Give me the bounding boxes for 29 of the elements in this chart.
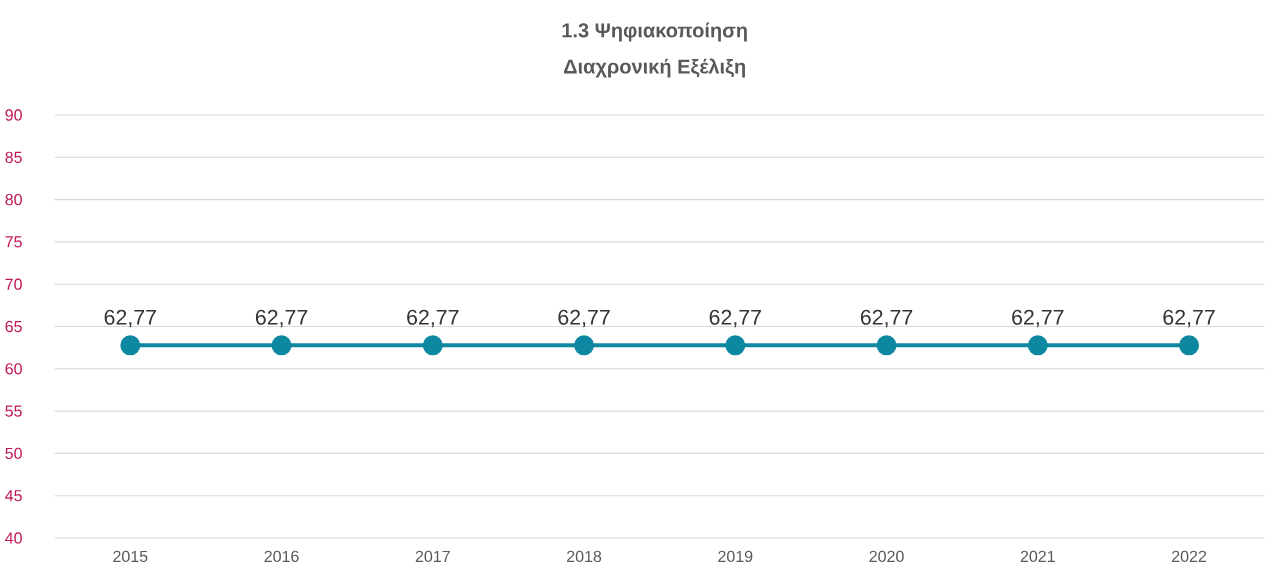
y-tick-label: 55 [5, 405, 22, 417]
y-tick-label: 75 [5, 236, 22, 248]
y-tick-label: 60 [5, 363, 22, 375]
data-label: 62,77 [1163, 309, 1215, 328]
y-tick-label: 45 [5, 490, 22, 502]
data-label: 62,77 [407, 309, 459, 328]
y-tick-label: 85 [5, 151, 22, 163]
y-tick-label: 70 [5, 278, 22, 290]
x-tick-label: 2017 [415, 550, 450, 563]
y-tick-label: 90 [5, 109, 22, 121]
x-tick-label: 2018 [567, 550, 602, 563]
data-label: 62,77 [558, 309, 610, 328]
x-tick-label: 2020 [869, 550, 904, 563]
chart-title: 1.3 Ψηφιακοποίηση [562, 22, 747, 42]
y-tick-label: 80 [5, 193, 22, 206]
y-tick-label: 40 [5, 532, 22, 544]
data-label: 62,77 [860, 309, 913, 328]
data-label: 62,77 [255, 309, 308, 328]
x-tick-label: 2019 [718, 550, 753, 563]
data-label: 62,77 [104, 309, 156, 328]
x-tick-label: 2021 [1020, 550, 1055, 563]
data-label: 62,77 [709, 309, 761, 328]
y-tick-label: 65 [5, 320, 22, 333]
x-tick-label: 2016 [264, 550, 299, 563]
y-tick-label: 50 [5, 447, 22, 460]
x-tick-label: 2015 [113, 550, 148, 563]
x-tick-label: 2022 [1172, 550, 1207, 563]
data-label: 62,77 [1012, 309, 1064, 328]
chart-subtitle: Διαχρονική Εξέλιξη [563, 58, 745, 78]
